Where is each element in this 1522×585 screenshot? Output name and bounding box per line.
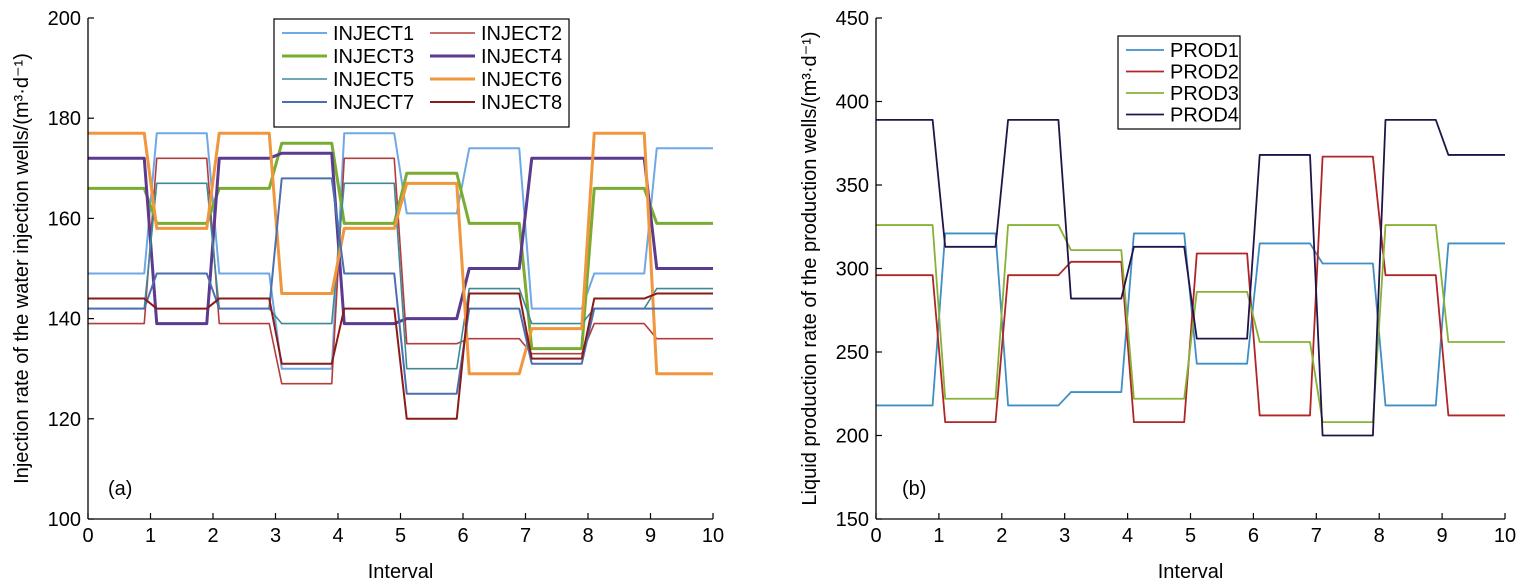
legend-label-prod4: PROD4 (1170, 105, 1239, 127)
panel-label: (a) (108, 478, 132, 500)
x-axis-title: Interval (1158, 561, 1224, 583)
x-tick-label: 4 (332, 525, 343, 547)
legend-label-inject3: INJECT3 (333, 46, 414, 68)
x-tick-label: 6 (1248, 525, 1259, 547)
legend-label-inject4: INJECT4 (481, 46, 562, 68)
y-tick-label: 100 (48, 509, 81, 531)
y-tick-label: 250 (836, 342, 869, 364)
x-tick-label: 1 (145, 525, 156, 547)
y-tick-label: 150 (836, 509, 869, 531)
y-tick-label: 160 (48, 208, 81, 230)
legend-label-inject7: INJECT7 (333, 92, 414, 114)
legend-label-prod1: PROD1 (1170, 40, 1239, 62)
x-tick-label: 9 (645, 525, 656, 547)
y-tick-label: 450 (836, 8, 869, 30)
x-tick-label: 2 (996, 525, 1007, 547)
x-tick-label: 9 (1437, 525, 1448, 547)
series-line-inject6 (88, 131, 713, 376)
panel-a-injection-rate: 0 1 2 3 4 5 6 7 8 9 10 100 120 140 160 180 200 Interval In… (11, 8, 724, 583)
x-tick-label: 8 (582, 525, 593, 547)
legend-label-inject5: INJECT5 (333, 69, 414, 91)
x-tick-label: 5 (395, 525, 406, 547)
legend-label-prod2: PROD2 (1170, 62, 1239, 84)
series-line-inject1 (88, 132, 713, 370)
y-tick-label: 200 (836, 426, 869, 448)
series-line-prod3 (876, 224, 1505, 424)
x-tick-label: 3 (270, 525, 281, 547)
series-line-inject2 (88, 157, 713, 385)
legend-label-prod3: PROD3 (1170, 83, 1239, 105)
y-tick-label: 140 (48, 309, 81, 331)
legend-label-inject1: INJECT1 (333, 23, 414, 45)
x-tick-label: 4 (1122, 525, 1133, 547)
x-tick-label: 0 (82, 525, 93, 547)
series-line-prod4 (876, 118, 1505, 437)
x-tick-label: 7 (1311, 525, 1322, 547)
y-tick-label: 300 (836, 259, 869, 281)
y-axis-title: Injection rate of the water injection we… (11, 53, 33, 484)
x-tick-label: 0 (870, 525, 881, 547)
x-tick-label: 1 (933, 525, 944, 547)
y-axis-title: Liquid production rate of the production… (799, 31, 821, 505)
series-line-inject7 (88, 177, 713, 395)
x-tick-label: 10 (1494, 525, 1516, 547)
panel-label: (b) (902, 478, 926, 500)
y-tick-label: 200 (48, 8, 81, 30)
y-tick-label: 120 (48, 409, 81, 431)
legend-box (1117, 35, 1241, 130)
series-line-prod1 (876, 232, 1505, 407)
legend-label-inject6: INJECT6 (481, 69, 562, 91)
panel-b-production-rate: 0 1 2 3 4 5 6 7 8 9 10 150 200 250 300 350 400 450 Interva… (799, 8, 1516, 583)
series-line-inject8 (88, 292, 713, 420)
x-tick-label: 5 (1185, 525, 1196, 547)
y-tick-label: 180 (48, 108, 81, 130)
x-tick-label: 6 (457, 525, 468, 547)
x-axis-title: Interval (368, 561, 434, 583)
y-tick-label: 400 (836, 92, 869, 114)
x-tick-label: 7 (520, 525, 531, 547)
legend-box (273, 18, 570, 128)
x-tick-label: 8 (1374, 525, 1385, 547)
x-tick-label: 3 (1059, 525, 1070, 547)
x-tick-label: 10 (702, 525, 724, 547)
legend-label-inject2: INJECT2 (481, 23, 562, 45)
y-tick-label: 350 (836, 175, 869, 197)
x-tick-label: 2 (207, 525, 218, 547)
legend-label-inject8: INJECT8 (481, 92, 562, 114)
